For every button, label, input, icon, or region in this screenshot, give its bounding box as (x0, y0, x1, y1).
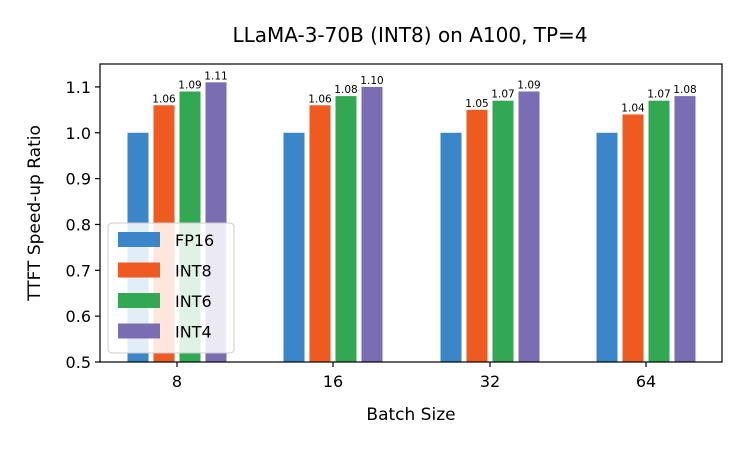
bar-value-label: 1.05 (465, 98, 488, 110)
bar-value-label: 1.07 (647, 89, 670, 101)
legend-swatch-int8 (118, 262, 160, 278)
bar-labels-layer: 1.061.091.111.061.081.101.051.071.091.04… (152, 70, 696, 114)
bar-value-label: 1.08 (673, 84, 696, 96)
bar-int6-batch-64 (648, 100, 670, 362)
y-tick-label: 1.1 (66, 78, 91, 97)
bar-value-label: 1.06 (152, 93, 176, 105)
bar-int6-batch-16 (335, 96, 357, 362)
legend: FP16 INT8 INT6 INT4 (107, 222, 235, 354)
bar-fp16-batch-64 (596, 132, 618, 362)
bar-value-label: 1.07 (491, 89, 514, 101)
legend-label-int8: INT8 (175, 262, 212, 281)
bar-int8-batch-64 (622, 114, 644, 362)
legend-label-int4: INT4 (175, 323, 212, 342)
bar-value-label: 1.10 (360, 75, 383, 87)
bar-fp16-batch-32 (440, 132, 462, 362)
bar-value-label: 1.09 (178, 80, 201, 92)
x-tick-label: 64 (636, 372, 656, 391)
y-tick-label: 0.8 (66, 215, 91, 234)
y-axis-label: TTFT Speed-up Ratio (25, 125, 45, 302)
chart-title: LLaMA-3-70B (INT8) on A100, TP=4 (232, 23, 587, 47)
bar-value-label: 1.09 (517, 80, 540, 92)
x-axis-label: Batch Size (366, 405, 455, 425)
x-tick-label: 8 (172, 372, 182, 391)
legend-items: FP16 INT8 INT6 INT4 (118, 231, 214, 342)
legend-swatch-int6 (118, 293, 160, 308)
x-tick-label: 32 (480, 372, 500, 391)
y-tick-label: 0.6 (66, 307, 91, 326)
bar-fp16-batch-16 (283, 132, 305, 362)
x-tick-label: 16 (323, 372, 343, 391)
plot-frame (99, 63, 723, 363)
legend-swatch-fp16 (118, 232, 160, 247)
x-axis-ticks: 8 16 32 64 (172, 362, 656, 391)
bar-int8-batch-16 (309, 105, 331, 362)
bar-int4-batch-16 (361, 86, 383, 362)
bars-layer (127, 82, 696, 362)
y-tick-label: 1.0 (66, 124, 91, 143)
legend-box (107, 222, 235, 354)
bar-value-label: 1.08 (334, 84, 357, 96)
bar-value-label: 1.06 (308, 93, 332, 105)
y-tick-label: 0.5 (66, 353, 91, 372)
bar-int4-batch-32 (518, 91, 540, 362)
legend-label-fp16: FP16 (175, 231, 214, 250)
legend-label-int6: INT6 (175, 292, 212, 311)
legend-swatch-int4 (118, 323, 160, 339)
y-axis-ticks: 0.5 0.6 0.7 0.8 0.9 1.0 1.1 (66, 78, 100, 372)
bar-int8-batch-32 (466, 109, 488, 362)
y-tick-label: 0.9 (66, 170, 91, 189)
bar-value-label: 1.11 (204, 70, 227, 82)
bar-int4-batch-64 (674, 96, 696, 362)
bar-int6-batch-32 (492, 100, 514, 362)
y-tick-label: 0.7 (66, 261, 91, 280)
bar-value-label: 1.04 (621, 102, 645, 114)
